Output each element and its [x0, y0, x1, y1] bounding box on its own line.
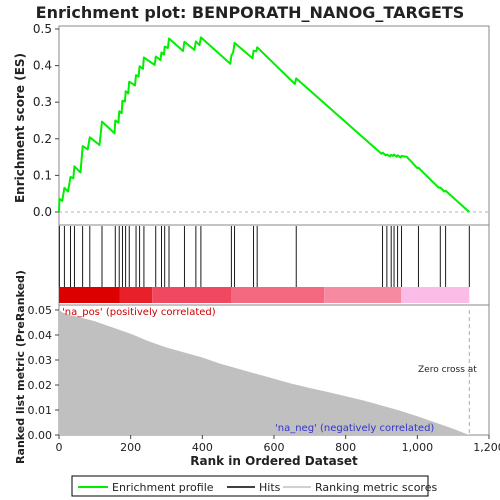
hits-panel	[58, 226, 470, 303]
ranking-colorbar-segment	[231, 287, 325, 303]
ranking-colorbar-segment	[401, 287, 470, 303]
es-y-tick-label: 0.5	[33, 22, 52, 36]
es-y-tick-label: 0.4	[33, 59, 52, 73]
x-tick-label: 1,000	[402, 441, 434, 454]
metric-y-tick-label: 0.00	[28, 429, 53, 442]
es-y-tick-label: 0.0	[33, 205, 52, 219]
metric-y-tick-label: 0.03	[28, 354, 53, 367]
legend: Enrichment profile Hits Ranking metric s…	[71, 475, 437, 497]
negative-correlation-label: 'na_neg' (negatively correlated)	[275, 423, 434, 434]
x-tick-label: 200	[120, 441, 141, 454]
chart-title: Enrichment plot: BENPORATH_NANOG_TARGETS	[36, 3, 465, 22]
ranking-colorbar-segment	[324, 287, 402, 303]
es-y-tick-label: 0.1	[33, 168, 52, 182]
metric-panel: 0.00 0.01 0.02 0.03 0.04 0.05 0 200 400 600 800 1,0…	[28, 304, 500, 454]
metric-y-tick-label: 0.01	[28, 404, 53, 417]
ranking-colorbar-segment	[152, 287, 231, 303]
es-y-tick-label: 0.3	[33, 95, 52, 109]
ranking-metric-area	[59, 310, 470, 435]
ranking-colorbar-segment	[59, 287, 120, 303]
positive-correlation-label: 'na_pos' (positively correlated)	[62, 307, 216, 318]
metric-y-tick-label: 0.04	[28, 329, 53, 342]
legend-enrichment-label: Enrichment profile	[112, 481, 214, 494]
x-tick-label: 0	[56, 441, 63, 454]
x-tick-label: 1,200	[473, 441, 500, 454]
ranking-colorbar-segment	[119, 287, 153, 303]
x-tick-label: 400	[192, 441, 213, 454]
metric-y-tick-label: 0.02	[28, 379, 53, 392]
x-tick-label: 600	[264, 441, 285, 454]
x-axis-title: Rank in Ordered Dataset	[190, 454, 358, 468]
es-y-axis-title: Enrichment score (ES)	[13, 53, 27, 203]
enrichment-panel: 0.0 0.1 0.2 0.3 0.4 0.5	[33, 22, 489, 219]
metric-y-axis-title: Ranked list metric (PreRanked)	[14, 270, 27, 464]
metric-y-tick-label: 0.05	[28, 304, 53, 317]
legend-metric-label: Ranking metric scores	[315, 481, 437, 494]
enrichment-panel-frame	[58, 25, 490, 226]
es-y-tick-label: 0.2	[33, 132, 52, 146]
legend-hits-label: Hits	[259, 481, 281, 494]
legend-box	[71, 475, 429, 497]
enrichment-profile-line	[58, 36, 470, 213]
x-tick-label: 800	[335, 441, 356, 454]
zero-cross-label: Zero cross at	[418, 365, 477, 375]
